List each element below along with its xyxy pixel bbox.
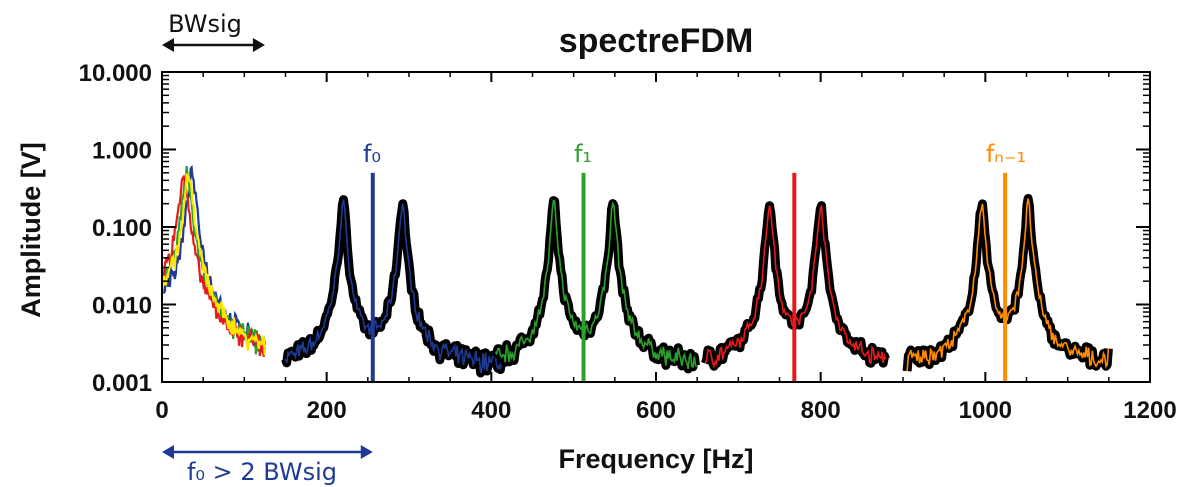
y-tick-label: 10.000 xyxy=(79,60,152,87)
y-axis-label: Amplitude [V] xyxy=(16,142,46,318)
bw-arrow-head-left xyxy=(162,38,174,52)
x-tick-label: 600 xyxy=(636,397,676,424)
x-tick-label: 400 xyxy=(471,397,511,424)
f0-arrow-head-left xyxy=(162,445,174,459)
bw-arrow-head-right xyxy=(252,38,265,52)
f0-arrow-head-right xyxy=(360,445,373,459)
baseband-series-3 xyxy=(160,173,266,356)
x-tick-label: 1000 xyxy=(959,397,1012,424)
channel-series-1 xyxy=(494,199,698,370)
x-tick-label: 800 xyxy=(801,397,841,424)
channel-envelope-1 xyxy=(491,196,700,374)
y-tick-label: 0.010 xyxy=(92,293,152,320)
y-tick-label: 0.100 xyxy=(92,215,152,242)
x-tick-label: 200 xyxy=(307,397,347,424)
channel-envelope-3 xyxy=(902,194,1113,372)
y-tick-label: 1.000 xyxy=(92,138,152,165)
channel-series-0 xyxy=(284,199,509,374)
channel-envelope-0 xyxy=(281,195,513,378)
f1-label: f₁ xyxy=(574,140,592,168)
f0-label: f₀ xyxy=(363,140,381,168)
top-arrow-label: BWsig xyxy=(168,10,242,38)
y-tick-label: 0.001 xyxy=(92,370,152,397)
fn-1-label: fₙ₋₁ xyxy=(986,140,1026,168)
chart-title: spectreFDM xyxy=(559,22,754,60)
x-tick-label: 0 xyxy=(155,397,168,424)
bottom-arrow-label: f₀ > 2 BWsig xyxy=(187,458,337,486)
baseband-series-0 xyxy=(161,164,266,348)
baseband-series-2 xyxy=(161,174,266,357)
x-axis-label: Frequency [Hz] xyxy=(558,444,753,474)
channel-series-3 xyxy=(906,198,1110,372)
x-tick-label: 1200 xyxy=(1123,397,1176,424)
